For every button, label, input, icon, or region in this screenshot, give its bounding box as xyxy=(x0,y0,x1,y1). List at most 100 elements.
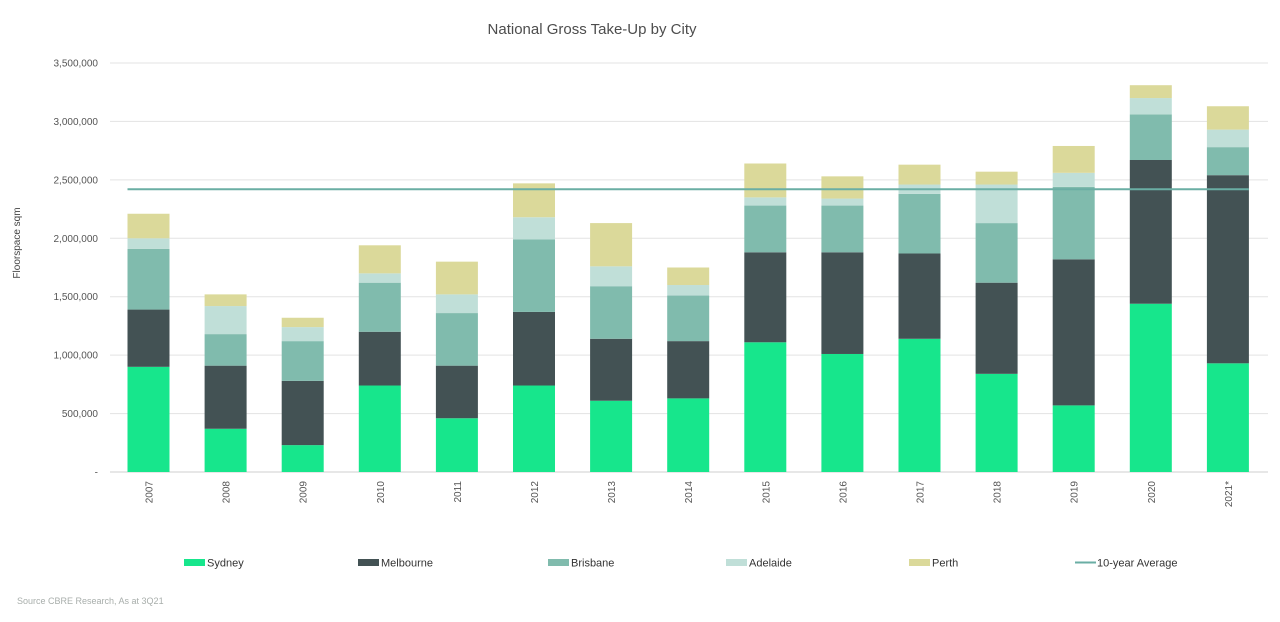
x-tick-label: 2008 xyxy=(222,481,233,504)
legend-label-brisbane: Brisbane xyxy=(571,558,614,570)
y-tick-label: 1,000,000 xyxy=(54,351,99,362)
bar-perth-2008 xyxy=(204,294,247,307)
bar-perth-2013 xyxy=(590,223,633,267)
x-tick-label: 2015 xyxy=(761,481,772,504)
bar-melbourne-2021 xyxy=(1206,175,1249,364)
bar-brisbane-2018 xyxy=(975,223,1018,283)
bar-sydney-2007 xyxy=(127,366,170,472)
legend-label-perth: Perth xyxy=(932,558,958,570)
bar-perth-2009 xyxy=(281,317,324,328)
bar-adelaide-2020 xyxy=(1129,98,1172,115)
legend-swatch-perth xyxy=(909,559,930,566)
bar-sydney-2017 xyxy=(898,338,941,472)
legend-label-melbourne: Melbourne xyxy=(381,558,433,570)
bar-brisbane-2010 xyxy=(358,282,401,332)
bar-sydney-2014 xyxy=(667,398,710,472)
bar-sydney-2019 xyxy=(1052,405,1095,472)
bar-brisbane-2021 xyxy=(1206,147,1249,176)
bar-sydney-2013 xyxy=(590,400,633,472)
bar-melbourne-2010 xyxy=(358,331,401,386)
bar-perth-2021 xyxy=(1206,106,1249,130)
legend-swatch-adelaide xyxy=(726,559,747,566)
y-tick-label: - xyxy=(95,468,98,479)
x-tick-label: 2007 xyxy=(145,481,156,504)
bar-sydney-2011 xyxy=(435,418,478,472)
y-axis-label: Floorspace sqm xyxy=(12,207,23,278)
bar-brisbane-2020 xyxy=(1129,114,1172,160)
bar-adelaide-2014 xyxy=(667,285,710,296)
bar-perth-2017 xyxy=(898,164,941,185)
bar-brisbane-2015 xyxy=(744,205,787,253)
x-tick-label: 2020 xyxy=(1147,481,1158,504)
bar-perth-2014 xyxy=(667,267,710,286)
bar-adelaide-2016 xyxy=(821,198,864,206)
x-tick-label: 2012 xyxy=(530,481,541,504)
x-tick-label: 2009 xyxy=(299,481,310,504)
legend-swatch-melbourne xyxy=(358,559,379,566)
bar-brisbane-2009 xyxy=(281,341,324,381)
bar-perth-2018 xyxy=(975,171,1018,185)
bar-melbourne-2007 xyxy=(127,309,170,367)
y-tick-label: 1,500,000 xyxy=(54,292,99,303)
bar-sydney-2012 xyxy=(513,385,555,472)
bar-sydney-2021 xyxy=(1206,363,1249,472)
x-tick-label: 2016 xyxy=(838,481,849,504)
bar-melbourne-2016 xyxy=(821,252,864,354)
bar-adelaide-2012 xyxy=(513,217,555,240)
bar-brisbane-2019 xyxy=(1052,186,1095,260)
bar-melbourne-2018 xyxy=(975,282,1018,374)
bar-perth-2019 xyxy=(1052,145,1095,173)
x-axis-ticks: 2007 2008 2009 2010 2011 2012 2013 2014 2015 2016… xyxy=(145,481,1235,508)
y-tick-label: 2,000,000 xyxy=(54,234,99,245)
x-tick-label: 2019 xyxy=(1070,481,1081,504)
bar-melbourne-2009 xyxy=(281,380,324,446)
bar-adelaide-2021 xyxy=(1206,129,1249,148)
bar-melbourne-2008 xyxy=(204,365,247,429)
bar-perth-2020 xyxy=(1129,85,1172,99)
x-tick-label: 2021* xyxy=(1224,481,1235,507)
bar-sydney-2015 xyxy=(744,342,787,472)
y-tick-label: 3,000,000 xyxy=(54,117,99,128)
legend-swatch-brisbane xyxy=(548,559,569,566)
bar-brisbane-2013 xyxy=(590,286,633,339)
bar-melbourne-2019 xyxy=(1052,259,1095,406)
x-tick-label: 2010 xyxy=(376,481,387,504)
x-tick-label: 2011 xyxy=(453,481,464,503)
bar-perth-2015 xyxy=(744,163,787,198)
bar-adelaide-2019 xyxy=(1052,172,1095,187)
bar-brisbane-2014 xyxy=(667,295,710,342)
bar-melbourne-2015 xyxy=(744,252,787,343)
legend-swatch-sydney xyxy=(184,559,205,566)
legend: Sydney Melbourne Brisbane Adelaide Perth 10-y… xyxy=(184,558,1178,570)
bar-perth-2010 xyxy=(358,245,401,274)
x-tick-label: 2013 xyxy=(607,481,618,504)
bar-adelaide-2007 xyxy=(127,238,170,249)
bar-sydney-2008 xyxy=(204,428,247,472)
bar-sydney-2018 xyxy=(975,373,1018,472)
bar-adelaide-2011 xyxy=(435,294,478,314)
bar-melbourne-2011 xyxy=(435,365,478,419)
source-note: Source CBRE Research, As at 3Q21 xyxy=(17,596,164,606)
bar-adelaide-2013 xyxy=(590,266,633,287)
bar-adelaide-2010 xyxy=(358,273,401,283)
bar-adelaide-2008 xyxy=(204,306,247,335)
bar-sydney-2016 xyxy=(821,353,864,472)
bar-melbourne-2012 xyxy=(513,311,555,386)
bar-brisbane-2012 xyxy=(513,239,555,312)
bar-brisbane-2016 xyxy=(821,205,864,253)
y-tick-label: 500,000 xyxy=(62,409,99,420)
y-tick-label: 3,500,000 xyxy=(54,59,99,70)
bar-adelaide-2018 xyxy=(975,184,1018,224)
bar-brisbane-2017 xyxy=(898,193,941,254)
bars xyxy=(127,85,1249,472)
bar-brisbane-2011 xyxy=(435,313,478,366)
y-tick-label: 2,500,000 xyxy=(54,175,99,186)
bar-adelaide-2015 xyxy=(744,197,787,206)
bar-melbourne-2014 xyxy=(667,341,710,399)
x-tick-label: 2014 xyxy=(684,481,695,504)
legend-label-sydney: Sydney xyxy=(207,558,244,570)
bar-brisbane-2008 xyxy=(204,334,247,366)
bar-brisbane-2007 xyxy=(127,248,170,310)
bar-melbourne-2013 xyxy=(590,338,633,401)
